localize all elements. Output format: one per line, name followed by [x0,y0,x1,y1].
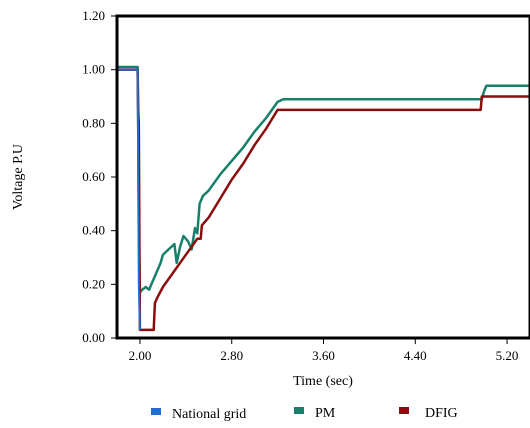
x-tick-label: 2.80 [220,348,243,363]
x-axis: 2.00 2.80 3.60 4.40 5.20 [129,338,519,363]
x-tick-label: 3.60 [312,348,335,363]
legend-item-national-grid: National grid [151,407,246,422]
y-tick-label: 0.00 [82,330,105,345]
legend: National grid PM DFIG [151,406,458,422]
y-axis: 0.00 0.20 0.40 0.60 0.80 1.00 1.20 [82,8,117,345]
legend-label-pm: PM [315,406,336,421]
x-tick-label: 2.00 [129,348,152,363]
y-tick-label: 0.80 [82,115,105,130]
x-tick-label: 5.20 [496,348,519,363]
y-tick-label: 1.00 [82,62,105,77]
legend-swatch-national-grid [151,408,161,415]
legend-label-dfig: DFIG [425,406,458,421]
series-line-national-grid [117,68,141,330]
legend-label-national-grid: National grid [172,407,246,422]
x-axis-title: Time (sec) [293,374,353,389]
series-line-pm [117,65,530,294]
legend-swatch-pm [294,407,304,414]
y-tick-label: 0.20 [82,276,105,291]
x-tick-label: 4.40 [404,348,427,363]
legend-item-dfig: DFIG [399,406,458,421]
y-tick-label: 0.40 [82,223,105,238]
y-tick-label: 0.60 [82,169,105,184]
series-line-dfig [117,68,530,332]
y-axis-title: Voltage P.U [11,144,26,210]
legend-item-pm: PM [294,406,336,421]
legend-swatch-dfig [399,407,409,414]
series-layer [117,65,530,332]
y-tick-label: 1.20 [82,8,105,23]
